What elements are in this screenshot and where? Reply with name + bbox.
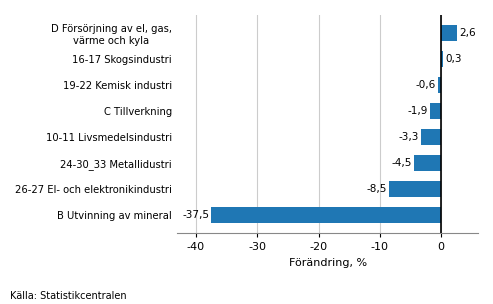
Bar — [441, 51, 443, 67]
Text: -8,5: -8,5 — [367, 184, 387, 194]
Text: -0,6: -0,6 — [416, 80, 436, 90]
X-axis label: Förändring, %: Förändring, % — [289, 258, 367, 268]
Bar — [414, 155, 441, 171]
Bar — [437, 77, 441, 93]
Bar — [389, 181, 441, 197]
Text: -4,5: -4,5 — [391, 158, 412, 168]
Text: Källa: Statistikcentralen: Källa: Statistikcentralen — [10, 291, 127, 301]
Text: 0,3: 0,3 — [445, 54, 461, 64]
Text: -37,5: -37,5 — [182, 210, 210, 220]
Bar — [441, 25, 457, 41]
Text: -3,3: -3,3 — [399, 132, 419, 142]
Text: -1,9: -1,9 — [407, 106, 428, 116]
Bar — [429, 103, 441, 119]
Text: 2,6: 2,6 — [459, 28, 476, 38]
Bar — [211, 207, 441, 223]
Bar — [421, 129, 441, 145]
